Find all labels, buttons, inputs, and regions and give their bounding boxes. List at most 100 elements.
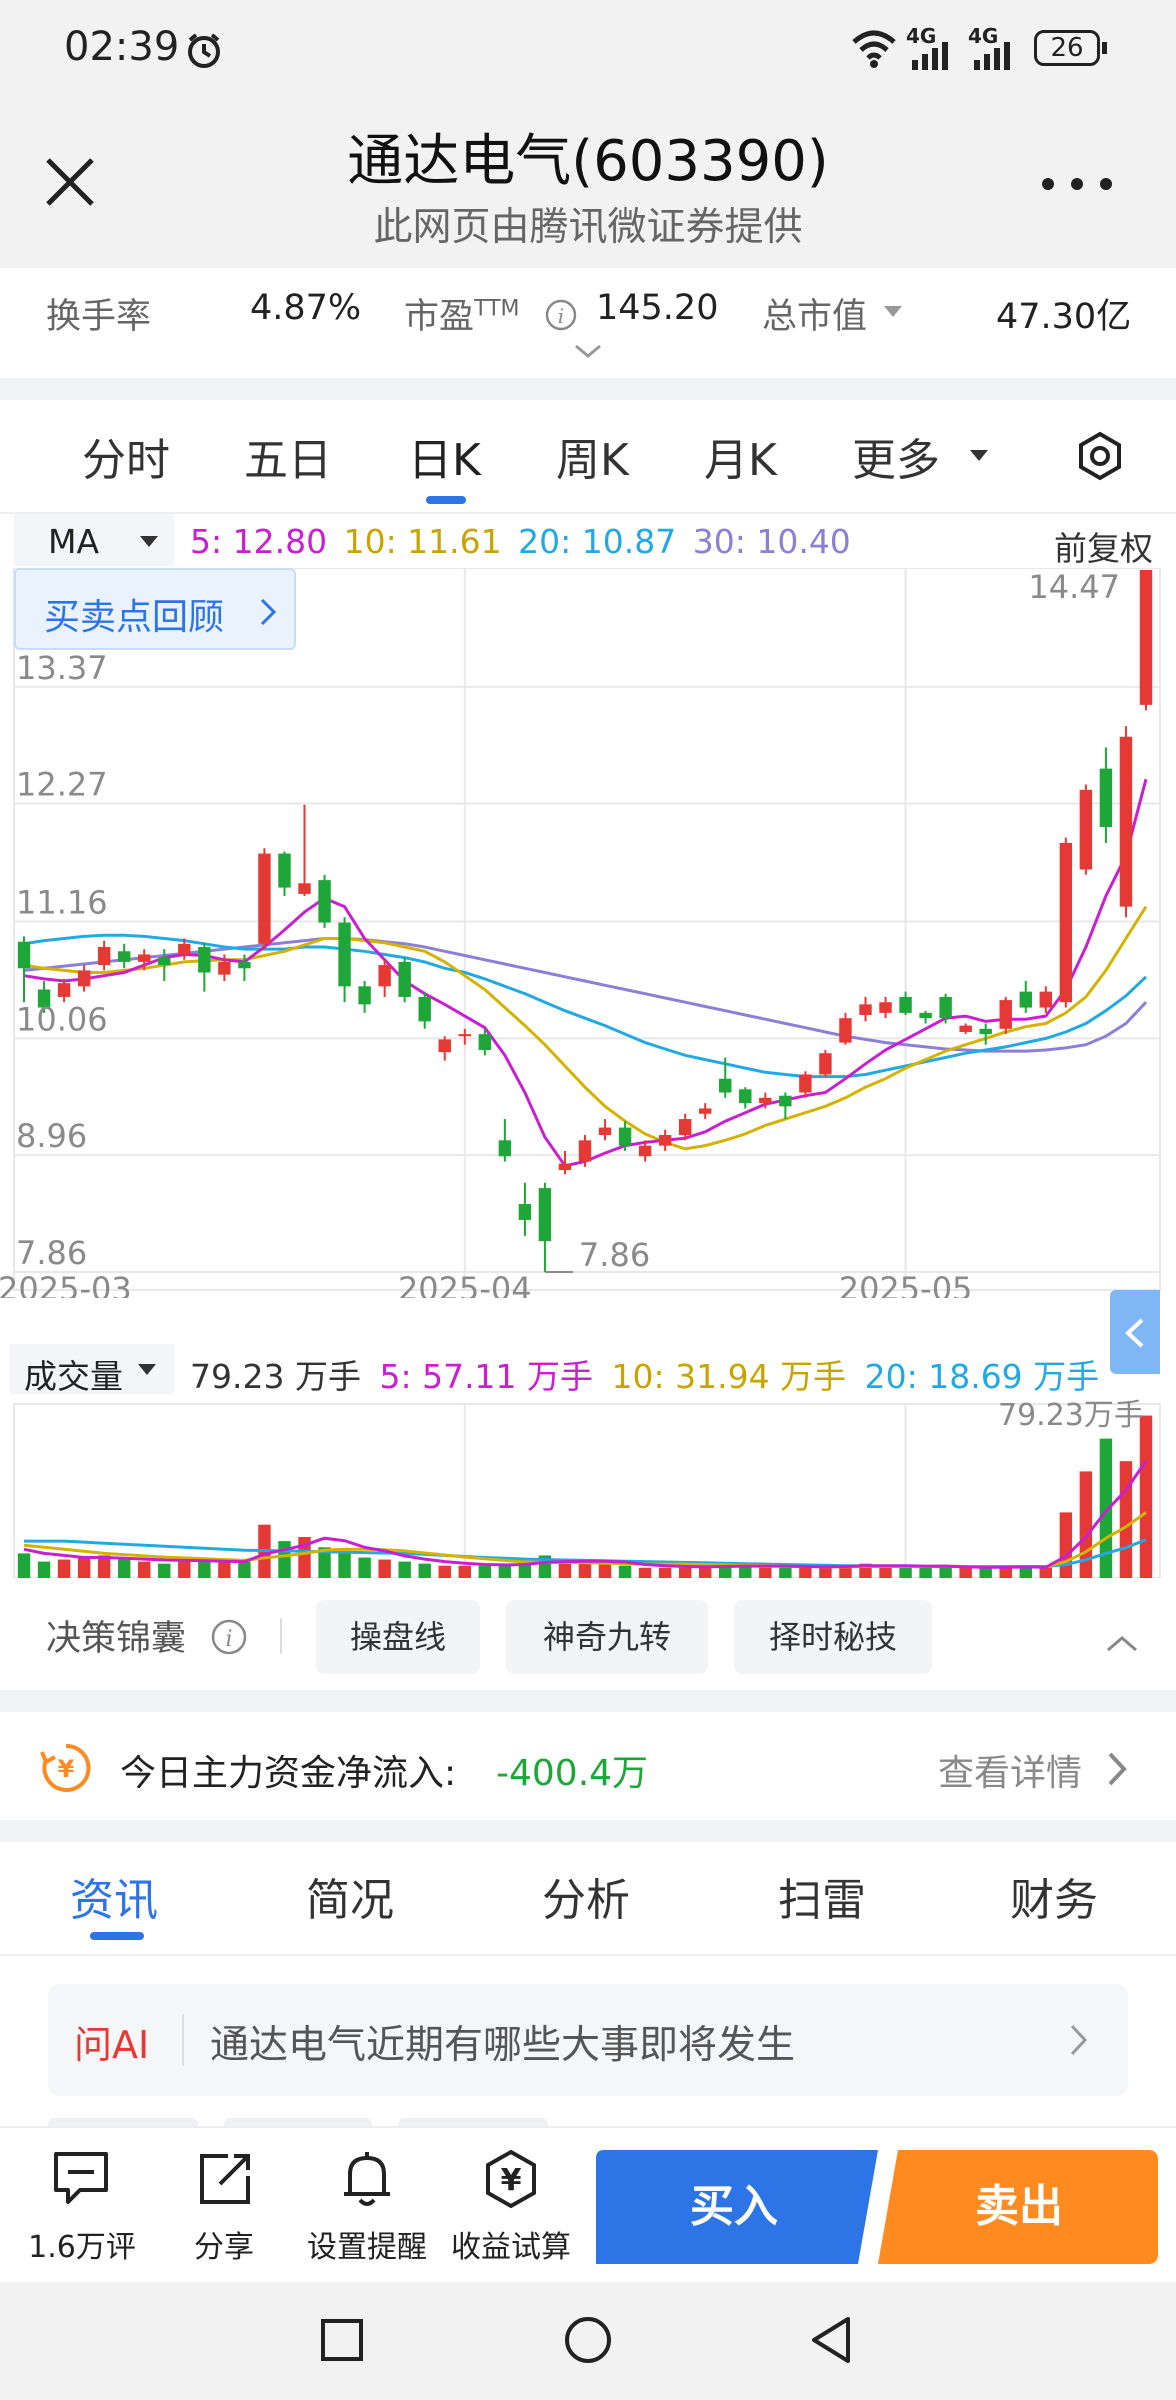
profit-calc-button[interactable]: ¥ 收益试算 xyxy=(444,2148,578,2268)
high-price-label: 14.47 xyxy=(1028,568,1120,606)
settings-icon[interactable] xyxy=(1074,430,1126,482)
expand-chevron-icon[interactable] xyxy=(572,342,604,362)
volume-bar xyxy=(218,1561,231,1578)
volume-bar xyxy=(698,1565,712,1578)
volume-bar xyxy=(458,1565,472,1578)
volume-bar xyxy=(799,1567,812,1578)
fund-flow-row[interactable]: ¥ 今日主力资金净流入: -400.4万 查看详情 xyxy=(0,1712,1176,1820)
dropdown-arrow-icon[interactable] xyxy=(882,304,904,320)
volume-dropdown-icon xyxy=(138,1364,156,1375)
pill-operate-line[interactable]: 操盘线 xyxy=(316,1600,480,1674)
details-chevron-icon[interactable] xyxy=(1106,1750,1130,1788)
volume-bars xyxy=(17,1415,1153,1578)
candles xyxy=(17,570,1153,1272)
candle-body xyxy=(819,1053,832,1075)
candle-body xyxy=(338,922,351,987)
recent-apps-icon[interactable] xyxy=(318,2316,366,2364)
candle-body xyxy=(598,1127,612,1135)
fund-flow-label: 今日主力资金净流入: xyxy=(120,1753,457,1794)
more-dropdown-icon[interactable] xyxy=(968,448,990,464)
view-details-link[interactable]: 查看详情 xyxy=(938,1753,1083,1794)
tab-financials[interactable]: 财务 xyxy=(1010,1875,1098,1926)
profit-calc-label: 收益试算 xyxy=(451,2230,571,2265)
candle-body xyxy=(318,880,331,923)
candle-body xyxy=(358,986,371,1005)
set-alert-label: 设置提醒 xyxy=(307,2230,427,2265)
battery-icon: 26 xyxy=(1034,30,1100,66)
wifi-icon xyxy=(852,30,896,68)
info-icon[interactable]: i xyxy=(544,298,578,332)
more-icon[interactable] xyxy=(1040,176,1114,192)
ma10-value: 10: 11.61 xyxy=(343,522,502,561)
page-subtitle: 此网页由腾讯微证券提供 xyxy=(373,205,803,250)
volume-bar xyxy=(919,1567,932,1578)
tab-analysis[interactable]: 分析 xyxy=(542,1875,630,1926)
volume-bar xyxy=(759,1567,772,1578)
volume-selector[interactable]: 成交量 xyxy=(10,1344,174,1396)
tab-intraday[interactable]: 分时 xyxy=(82,435,170,486)
candle-body xyxy=(1139,570,1153,705)
tab-risk-scan[interactable]: 扫雷 xyxy=(778,1875,866,1926)
candle-body xyxy=(518,1204,532,1220)
tab-more[interactable]: 更多 xyxy=(852,435,940,486)
decision-info-icon[interactable]: i xyxy=(210,1618,248,1656)
volume-selector-label: 成交量 xyxy=(24,1357,123,1396)
volume-chart[interactable] xyxy=(0,1396,1176,1578)
adjust-mode[interactable]: 前复权 xyxy=(1054,529,1153,568)
candlestick-chart[interactable]: 13.3712.2711.1610.068.967.8614.477.86202… xyxy=(0,568,1176,1298)
candle-body xyxy=(1059,842,1073,1003)
side-panel-toggle[interactable] xyxy=(1110,1290,1160,1374)
tab-five-day[interactable]: 五日 xyxy=(244,435,332,486)
tab-profile[interactable]: 简况 xyxy=(306,1875,394,1926)
candle-body xyxy=(17,941,31,969)
volume-bar xyxy=(558,1561,572,1578)
page-title: 通达电气(603390) xyxy=(347,129,829,194)
pill-timing-tips[interactable]: 择时秘技 xyxy=(734,1600,932,1674)
tab-news[interactable]: 资讯 xyxy=(70,1875,158,1926)
candle-body xyxy=(238,961,251,969)
volume-bar xyxy=(1119,1461,1133,1578)
pill-magic-nine[interactable]: 神奇九转 xyxy=(506,1600,708,1674)
candle-body xyxy=(879,1002,892,1013)
volume-bar xyxy=(57,1559,71,1578)
comments-button[interactable]: 1.6万评 xyxy=(22,2148,142,2268)
decision-label: 决策锦囊 xyxy=(46,1619,187,1659)
ma-selector[interactable]: MA xyxy=(14,514,174,566)
home-icon[interactable] xyxy=(562,2314,614,2366)
candle-body xyxy=(298,883,311,894)
volume-bar xyxy=(198,1559,211,1578)
ma30-line xyxy=(23,937,1148,1053)
candle-body xyxy=(799,1074,812,1093)
tab-weekly-k[interactable]: 周K xyxy=(556,435,629,486)
ask-ai-card[interactable]: 问AI 通达电气近期有哪些大事即将发生 xyxy=(48,1984,1128,2096)
volume-bar xyxy=(658,1567,672,1578)
candle-body xyxy=(658,1134,672,1146)
y-tick-label: 7.86 xyxy=(16,1234,87,1272)
candle-body xyxy=(158,957,171,966)
candle-body xyxy=(478,1034,492,1051)
close-icon[interactable] xyxy=(40,152,100,212)
pe-value: 145.20 xyxy=(596,288,719,328)
candle-body xyxy=(258,853,271,944)
ma-values: 5: 12.80 10: 11.61 20: 10.87 30: 10.40 xyxy=(190,522,851,561)
volume-bar xyxy=(618,1565,632,1578)
volume-values: 79.23 万手 5: 57.11 万手 10: 31.94 万手 20: 18… xyxy=(190,1350,1099,1398)
volume-frame xyxy=(13,1403,1161,1578)
chart-grid xyxy=(13,568,1161,1291)
y-tick-label: 12.27 xyxy=(16,766,108,804)
volume-bar xyxy=(678,1567,692,1578)
share-button[interactable]: 分享 xyxy=(164,2148,284,2268)
candle-body xyxy=(959,1025,972,1032)
tab-monthly-k[interactable]: 月K xyxy=(704,435,777,486)
collapse-chevron-icon[interactable] xyxy=(1104,1632,1140,1654)
svg-text:i: i xyxy=(225,1627,232,1652)
ma10-line xyxy=(23,905,1148,1151)
back-icon[interactable] xyxy=(806,2314,856,2366)
tab-daily-k[interactable]: 日K xyxy=(408,435,481,486)
review-button-label: 买卖点回顾 xyxy=(44,597,225,638)
buy-sell-review-button[interactable]: 买卖点回顾 xyxy=(14,568,296,650)
set-alert-button[interactable]: 设置提醒 xyxy=(300,2148,434,2268)
news-tabs-divider xyxy=(0,1954,1176,1956)
sell-button[interactable]: 卖出 xyxy=(975,2181,1063,2232)
buy-button[interactable]: 买入 xyxy=(690,2181,778,2232)
